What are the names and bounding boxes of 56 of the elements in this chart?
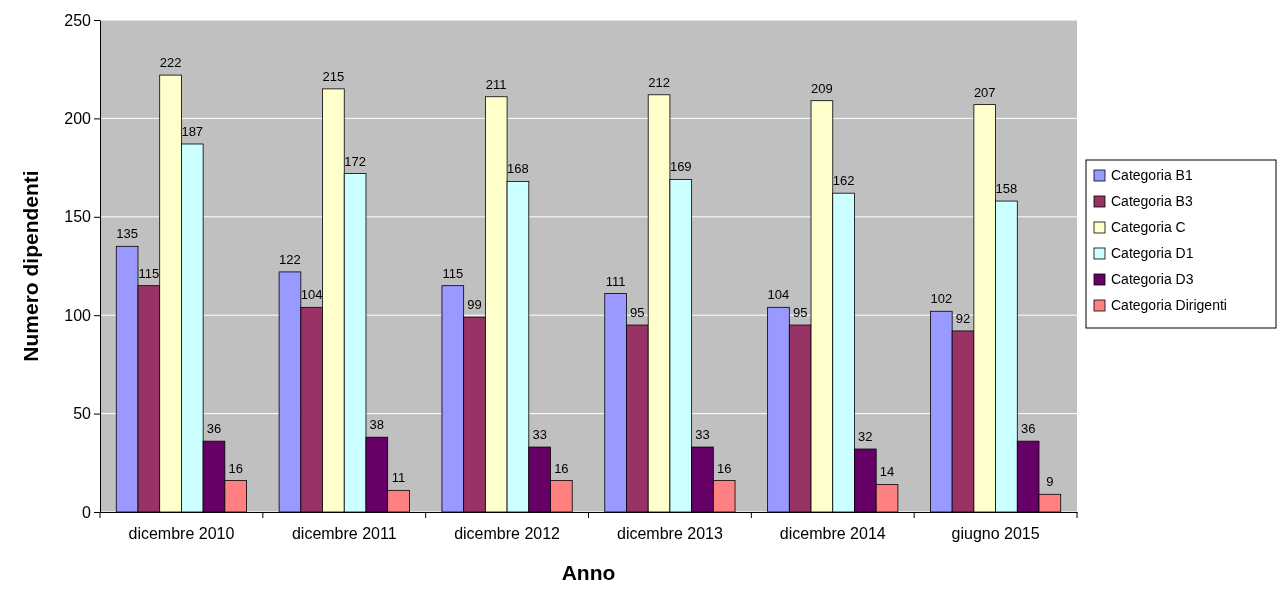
data-label: 32 (858, 429, 873, 445)
data-label: 38 (369, 417, 385, 433)
x-tick-label: dicembre 2013 (616, 524, 723, 542)
data-label: 207 (973, 84, 996, 100)
data-label: 36 (1020, 421, 1036, 437)
data-label: 115 (442, 265, 464, 281)
data-label: 9 (1046, 474, 1054, 490)
data-label: 33 (695, 427, 710, 443)
data-label: 11 (391, 470, 406, 486)
data-label: 135 (116, 226, 138, 242)
data-label: 162 (832, 173, 855, 189)
data-label: 92 (955, 310, 971, 326)
y-tick-label: 250 (64, 11, 92, 29)
y-tick-label: 200 (64, 110, 92, 128)
data-label: 172 (344, 153, 366, 169)
data-label: 16 (716, 460, 732, 476)
data-label: 222 (159, 55, 182, 71)
data-label: 16 (554, 460, 569, 476)
data-label: 99 (467, 297, 482, 313)
data-label: 111 (605, 273, 626, 289)
data-label: 104 (767, 287, 790, 303)
x-tick-label: dicembre 2014 (779, 524, 886, 542)
data-label: 115 (138, 265, 160, 281)
data-label: 104 (300, 287, 323, 303)
y-tick-label: 100 (64, 306, 92, 324)
data-label: 215 (322, 68, 345, 84)
legend-label: Categoria C (1111, 219, 1186, 235)
data-label: 158 (995, 181, 1018, 197)
data-label: 36 (206, 421, 222, 437)
x-tick-label: dicembre 2010 (128, 524, 235, 542)
y-axis-title: Numero dipendenti (19, 170, 42, 362)
data-label: 95 (792, 305, 808, 321)
data-label: 122 (279, 251, 301, 267)
y-tick-label: 50 (73, 405, 92, 423)
y-tick-label: 150 (64, 208, 92, 226)
data-label: 102 (930, 291, 953, 307)
legend-label: Categoria B1 (1111, 167, 1193, 183)
legend-label: Categoria D3 (1111, 271, 1194, 287)
data-label: 168 (507, 161, 529, 177)
data-label: 95 (630, 305, 645, 321)
x-tick-label: dicembre 2012 (454, 524, 561, 542)
y-tick-label: 0 (82, 503, 92, 521)
data-label: 33 (532, 427, 547, 443)
data-label: 212 (648, 74, 670, 90)
data-label: 16 (228, 460, 243, 476)
data-label: 187 (181, 123, 204, 139)
data-label: 169 (669, 159, 692, 175)
x-tick-label: giugno 2015 (951, 524, 1040, 542)
legend-label: Categoria D1 (1111, 245, 1194, 261)
data-label: 14 (879, 464, 895, 480)
x-tick-label: dicembre 2011 (291, 524, 397, 542)
legend-label: Categoria B3 (1111, 193, 1193, 209)
legend-label: Categoria Dirigenti (1111, 297, 1227, 313)
data-label: 211 (485, 76, 507, 92)
x-axis-title: Anno (561, 561, 616, 584)
data-label: 209 (811, 80, 833, 96)
